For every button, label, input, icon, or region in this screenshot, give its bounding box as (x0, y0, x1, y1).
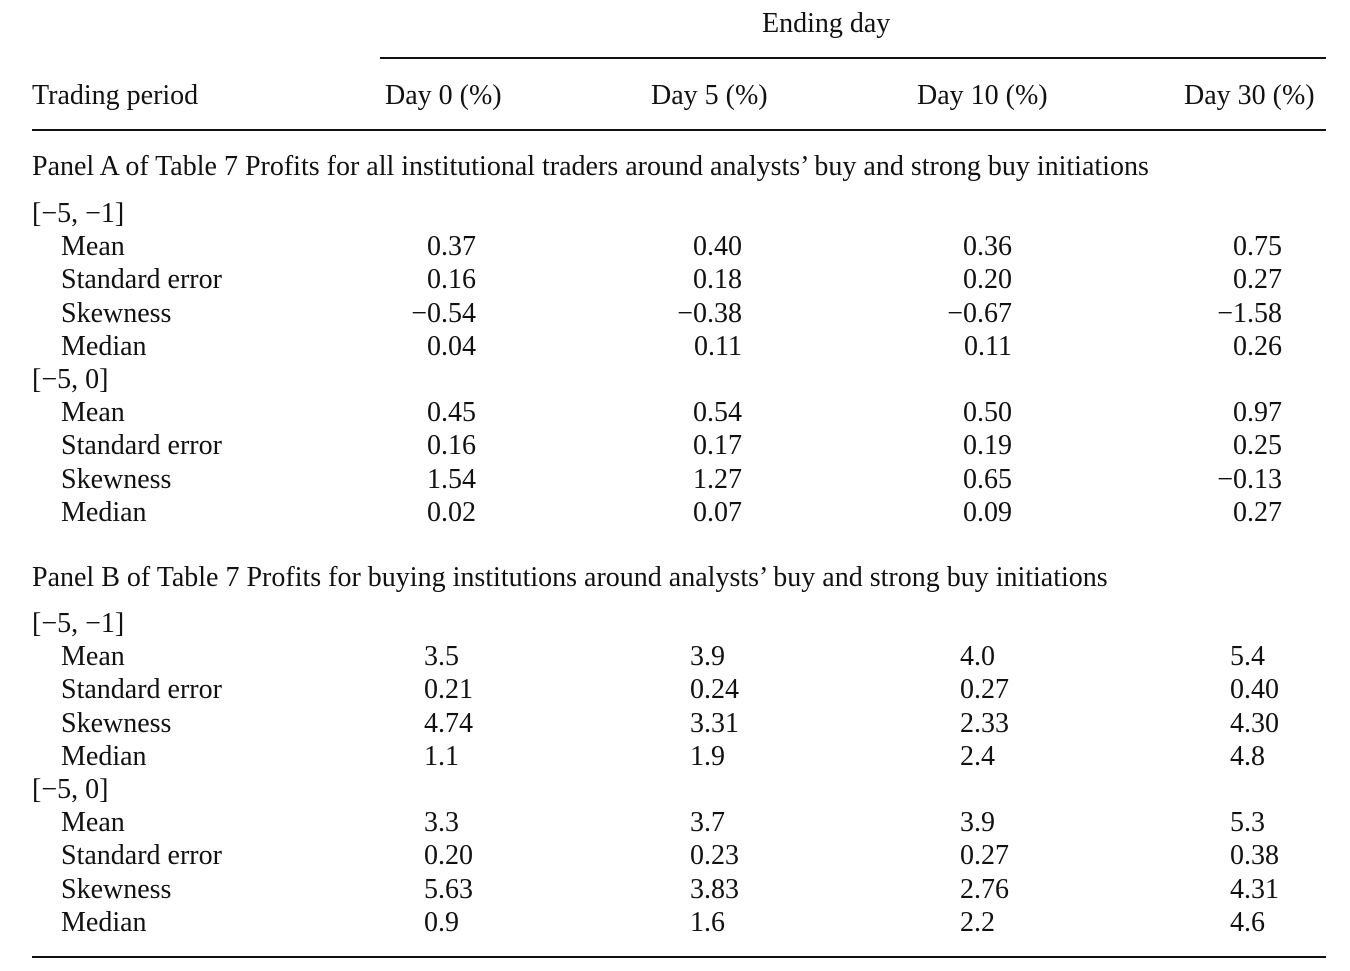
trading-period-label: [−5, −1] (32, 198, 125, 229)
panel-title: Panel A of Table 7 Profits for all insti… (32, 151, 1149, 182)
table-cell: 4.74 (424, 707, 473, 739)
table-cell: −0.38 (677, 297, 742, 329)
trading-period-label: [−5, 0] (32, 364, 109, 395)
bottom-rule (32, 956, 1326, 958)
table-cell: 0.07 (693, 496, 742, 528)
statistic-label: Mean (61, 231, 125, 263)
trading-period-header: Trading period (32, 80, 199, 111)
table-cell: 0.27 (960, 840, 1009, 872)
table-cell: 0.27 (1233, 264, 1282, 296)
table-cell: 0.45 (427, 397, 476, 429)
table-cell: 0.37 (427, 231, 476, 263)
table-cell: 0.24 (690, 674, 739, 706)
table-cell: 2.33 (960, 707, 1009, 739)
table-cell: 3.83 (690, 873, 739, 905)
table-cell: 0.75 (1233, 231, 1282, 263)
table-cell: −0.67 (947, 297, 1012, 329)
table-cell: 0.38 (1230, 840, 1279, 872)
table-cell: 0.27 (1233, 496, 1282, 528)
table-cell: 3.3 (424, 807, 459, 839)
table-cell: 0.25 (1233, 430, 1282, 462)
table-cell: 5.3 (1230, 807, 1265, 839)
column-header-day-10: Day 10 (%) (917, 80, 1048, 111)
table-cell: 4.31 (1230, 873, 1279, 905)
table-cell: 3.7 (690, 807, 725, 839)
statistic-label: Standard error (61, 840, 222, 872)
trading-period-label: [−5, −1] (32, 608, 125, 639)
statistic-label: Skewness (61, 873, 172, 905)
table-cell: 0.20 (424, 840, 473, 872)
statistic-label: Skewness (61, 707, 172, 739)
table-cell: 3.31 (690, 707, 739, 739)
table-cell: 0.36 (963, 231, 1012, 263)
table-cell: 0.19 (963, 430, 1012, 462)
table-cell: 0.23 (690, 840, 739, 872)
statistic-label: Standard error (61, 264, 222, 296)
table-cell: 5.4 (1230, 641, 1265, 673)
table-cell: 0.40 (693, 231, 742, 263)
table-cell: 0.17 (693, 430, 742, 462)
statistic-label: Mean (61, 397, 125, 429)
statistic-label: Median (61, 906, 147, 938)
table-cell: 0.97 (1233, 397, 1282, 429)
column-header-day-0: Day 0 (%) (385, 80, 502, 111)
table-cell: 2.4 (960, 740, 995, 772)
table-cell: 1.6 (690, 906, 725, 938)
ending-day-spanner: Ending day (762, 8, 891, 39)
table-cell: 3.9 (690, 641, 725, 673)
panel-title: Panel B of Table 7 Profits for buying in… (32, 562, 1108, 593)
table-cell: 3.9 (960, 807, 995, 839)
table-cell: 0.26 (1233, 330, 1282, 362)
statistic-label: Mean (61, 807, 125, 839)
table-cell: 0.50 (963, 397, 1012, 429)
table-cell: 0.16 (427, 430, 476, 462)
statistic-label: Skewness (61, 463, 172, 495)
table-cell: −0.13 (1217, 463, 1282, 495)
statistic-label: Standard error (61, 430, 222, 462)
table-cell: 1.1 (424, 740, 459, 772)
table-cell: 1.27 (693, 463, 742, 495)
table-cell: 0.09 (963, 496, 1012, 528)
table-cell: 0.16 (427, 264, 476, 296)
table-cell: 0.20 (963, 264, 1012, 296)
table-cell: 0.11 (964, 330, 1012, 362)
table-cell: 0.11 (694, 330, 742, 362)
table-cell: 4.6 (1230, 906, 1265, 938)
statistic-label: Mean (61, 641, 125, 673)
table-cell: 0.18 (693, 264, 742, 296)
table-cell: 0.27 (960, 674, 1009, 706)
header-rule (32, 129, 1326, 131)
statistic-label: Median (61, 740, 147, 772)
table-cell: 1.9 (690, 740, 725, 772)
statistic-label: Median (61, 496, 147, 528)
table-cell: 0.04 (427, 330, 476, 362)
table-cell: 5.63 (424, 873, 473, 905)
table-cell: 4.8 (1230, 740, 1265, 772)
trading-period-label: [−5, 0] (32, 774, 109, 805)
table-cell: 1.54 (427, 463, 476, 495)
table-cell: 0.02 (427, 496, 476, 528)
table-cell: 0.65 (963, 463, 1012, 495)
table-cell: 0.21 (424, 674, 473, 706)
table-cell: −1.58 (1217, 297, 1282, 329)
table-cell: −0.54 (411, 297, 476, 329)
table-cell: 2.76 (960, 873, 1009, 905)
statistic-label: Median (61, 330, 147, 362)
table-cell: 4.0 (960, 641, 995, 673)
column-header-day-5: Day 5 (%) (651, 80, 768, 111)
table-cell: 0.9 (424, 906, 459, 938)
spanner-rule (380, 57, 1326, 59)
table-cell: 4.30 (1230, 707, 1279, 739)
table-cell: 0.40 (1230, 674, 1279, 706)
table-cell: 2.2 (960, 906, 995, 938)
table-cell: 0.54 (693, 397, 742, 429)
column-header-day-30: Day 30 (%) (1184, 80, 1315, 111)
statistic-label: Skewness (61, 297, 172, 329)
statistic-label: Standard error (61, 674, 222, 706)
table-cell: 3.5 (424, 641, 459, 673)
